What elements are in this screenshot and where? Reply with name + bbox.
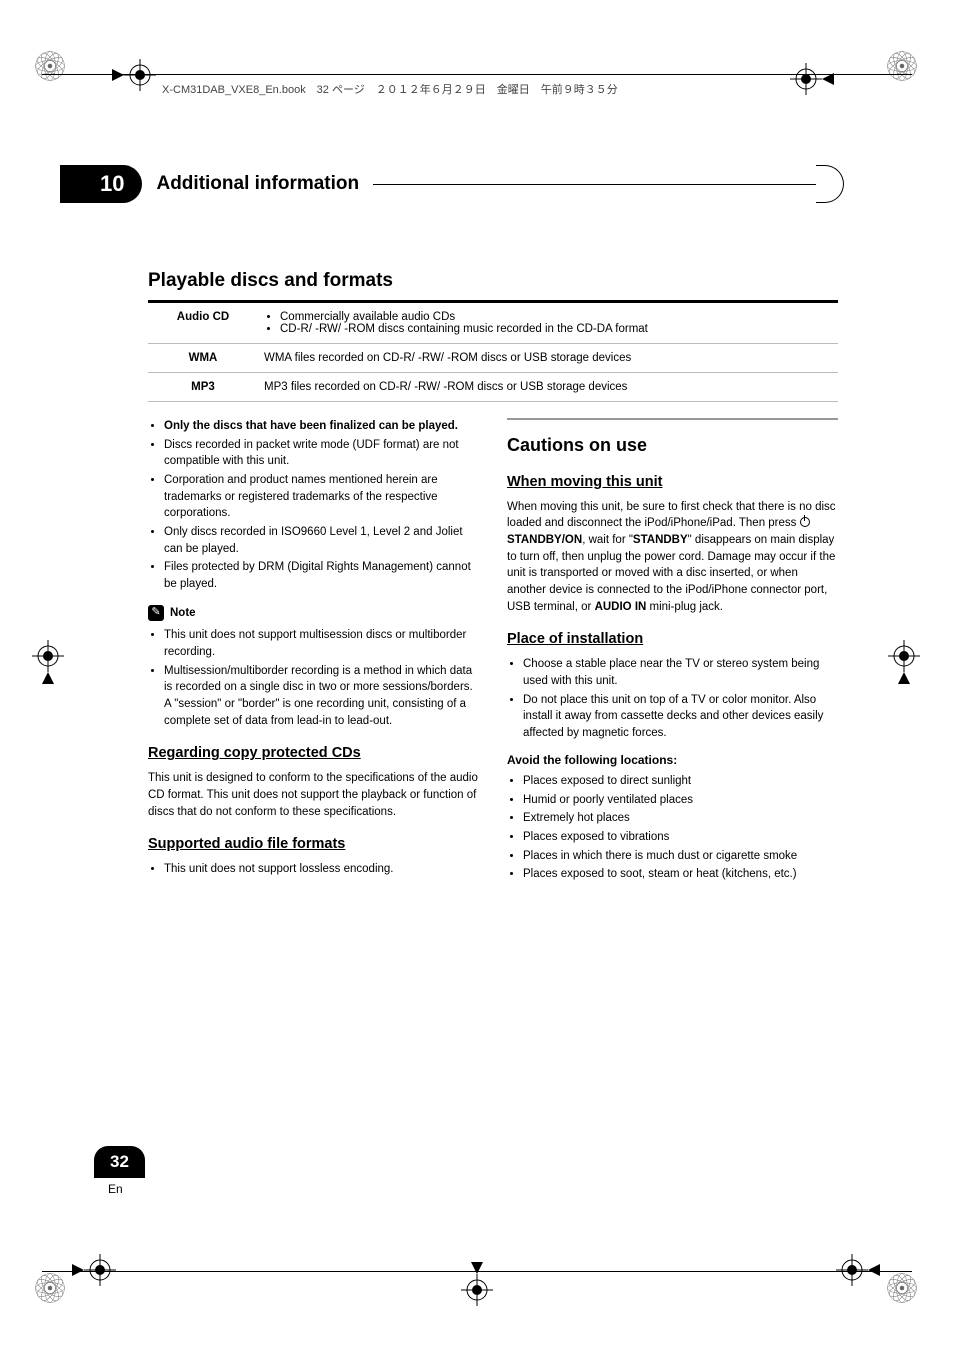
list-item: Places exposed to vibrations: [523, 829, 838, 846]
list-item: This unit does not support multisession …: [164, 627, 479, 660]
note-icon: ✎: [148, 605, 164, 621]
top-crop-bar: X-CM31DAB_VXE8_En.book 32 ページ ２０１２年６月２９日…: [42, 74, 912, 104]
list-item: Only the discs that have been finalized …: [164, 418, 479, 435]
page-language: En: [108, 1182, 123, 1196]
right-column: Cautions on use When moving this unit Wh…: [507, 418, 838, 885]
list-item: CD-R/ -RW/ -ROM discs containing music r…: [280, 323, 832, 335]
section-cautions-title: Cautions on use: [507, 432, 838, 458]
rosette-icon: [32, 1270, 68, 1306]
text: mini-plug jack.: [646, 601, 723, 613]
list-item: Commercially available audio CDs: [280, 311, 832, 323]
list-item: Choose a stable place near the TV or ste…: [523, 656, 838, 689]
format-label: MP3: [148, 373, 258, 402]
table-row: WMA WMA files recorded on CD-R/ -RW/ -RO…: [148, 344, 838, 373]
bottom-crop-bar: [42, 1252, 912, 1272]
subhead-copy-protected: Regarding copy protected CDs: [148, 743, 479, 764]
chapter-number: 10: [60, 165, 142, 203]
register-target-icon: [790, 61, 834, 97]
list-item: Multisession/multiborder recording is a …: [164, 663, 479, 730]
chapter-cap: [816, 165, 844, 203]
register-target-icon: [112, 57, 156, 93]
note-label: Note: [170, 605, 196, 622]
table-row: MP3 MP3 files recorded on CD-R/ -RW/ -RO…: [148, 373, 838, 402]
rule: [507, 418, 838, 420]
book-label: X-CM31DAB_VXE8_En.book 32 ページ ２０１２年６月２９日…: [162, 81, 618, 97]
rosette-icon: [884, 1270, 920, 1306]
note-heading: ✎ Note: [148, 605, 479, 622]
list-item: This unit does not support lossless enco…: [164, 861, 479, 878]
subhead-place-installation: Place of installation: [507, 629, 838, 650]
list-item: Extremely hot places: [523, 810, 838, 827]
subhead-when-moving: When moving this unit: [507, 472, 838, 493]
bold-text: Only the discs that have been finalized …: [164, 420, 458, 432]
list-item: Only discs recorded in ISO9660 Level 1, …: [164, 524, 479, 557]
chapter-header: 10 Additional information: [100, 165, 844, 203]
list-item: Places in which there is much dust or ci…: [523, 848, 838, 865]
subhead-avoid: Avoid the following locations:: [507, 752, 838, 769]
chapter-title: Additional information: [156, 173, 359, 195]
page-content: Playable discs and formats Audio CD Comm…: [148, 270, 838, 885]
left-column: Only the discs that have been finalized …: [148, 418, 479, 885]
format-label: WMA: [148, 344, 258, 373]
list-item: Corporation and product names mentioned …: [164, 472, 479, 522]
page-number: 32: [94, 1146, 145, 1178]
text: , wait for ": [582, 534, 633, 546]
list-item: Do not place this unit on top of a TV or…: [523, 692, 838, 742]
format-desc: Commercially available audio CDsCD-R/ -R…: [258, 303, 838, 344]
list-item: Discs recorded in packet write mode (UDF…: [164, 437, 479, 470]
bold-text: STANDBY: [633, 534, 688, 546]
power-icon: [800, 517, 810, 527]
format-label: Audio CD: [148, 303, 258, 344]
formats-table: Audio CD Commercially available audio CD…: [148, 303, 838, 402]
register-target-icon: [882, 640, 926, 684]
bold-text: STANDBY/ON: [507, 534, 582, 546]
format-desc: MP3 files recorded on CD-R/ -RW/ -ROM di…: [258, 373, 838, 402]
bold-text: AUDIO IN: [595, 601, 647, 613]
text: When moving this unit, be sure to first …: [507, 501, 836, 530]
table-row: Audio CD Commercially available audio CD…: [148, 303, 838, 344]
format-desc: WMA files recorded on CD-R/ -RW/ -ROM di…: [258, 344, 838, 373]
register-target-icon: [26, 640, 70, 684]
section-playable-title: Playable discs and formats: [148, 270, 838, 292]
list-item: Places exposed to soot, steam or heat (k…: [523, 866, 838, 883]
list-item: Places exposed to direct sunlight: [523, 773, 838, 790]
list-item: Files protected by DRM (Digital Rights M…: [164, 559, 479, 592]
paragraph: When moving this unit, be sure to first …: [507, 499, 838, 616]
list-item: Humid or poorly ventilated places: [523, 792, 838, 809]
chapter-rule: [373, 184, 816, 185]
paragraph: This unit is designed to conform to the …: [148, 770, 479, 820]
subhead-supported-formats: Supported audio file formats: [148, 834, 479, 855]
